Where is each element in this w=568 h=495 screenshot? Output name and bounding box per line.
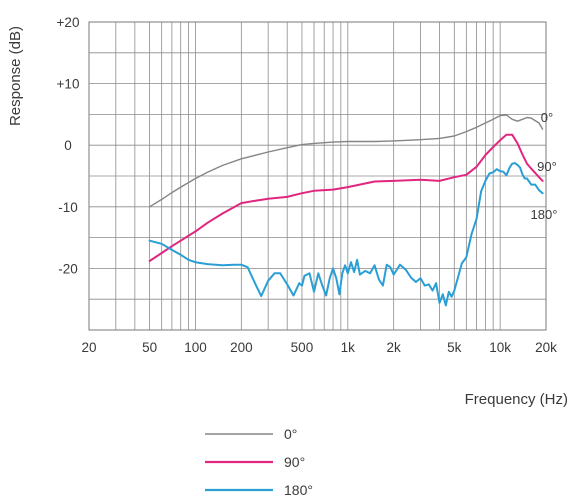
x-tick-label: 1k	[341, 340, 356, 355]
y-axis-title: Response (dB)	[7, 26, 24, 126]
y-tick-labels: +20 +10 0 -10 -20	[57, 15, 80, 276]
y-tick-label: +10	[57, 77, 80, 92]
x-tick-label: 20	[81, 340, 96, 355]
x-axis-title: Frequency (Hz)	[465, 391, 568, 408]
x-tick-label: 10k	[489, 340, 511, 355]
y-tick-label: 0	[64, 138, 72, 153]
series-lines	[148, 114, 544, 307]
legend-label: 0°	[284, 426, 297, 442]
curve-label: 90°	[537, 159, 557, 174]
series-line-2	[148, 162, 544, 307]
series-line-0	[148, 114, 544, 208]
x-tick-label: 200	[230, 340, 253, 355]
plot-grid	[88, 21, 547, 331]
y-tick-label: -10	[58, 200, 78, 215]
x-tick-labels: 20 50 100 200 500 1k 2k 5k 10k 20k	[81, 340, 557, 355]
x-tick-label: 100	[184, 340, 207, 355]
y-tick-label: +20	[57, 15, 80, 30]
legend-label: 90°	[284, 454, 305, 470]
curve-label: 0°	[541, 110, 553, 125]
legend-label: 180°	[284, 482, 313, 495]
x-tick-label: 5k	[447, 340, 462, 355]
curve-label: 180°	[531, 207, 558, 222]
x-tick-label: 2k	[387, 340, 402, 355]
y-tick-label: -20	[58, 261, 78, 276]
x-tick-label: 20k	[535, 340, 557, 355]
legend: 0° 90° 180°	[205, 426, 313, 495]
x-tick-label: 500	[291, 340, 314, 355]
series-line-1	[148, 133, 544, 262]
curve-labels: 0° 90° 180°	[531, 110, 558, 222]
x-tick-label: 50	[142, 340, 157, 355]
